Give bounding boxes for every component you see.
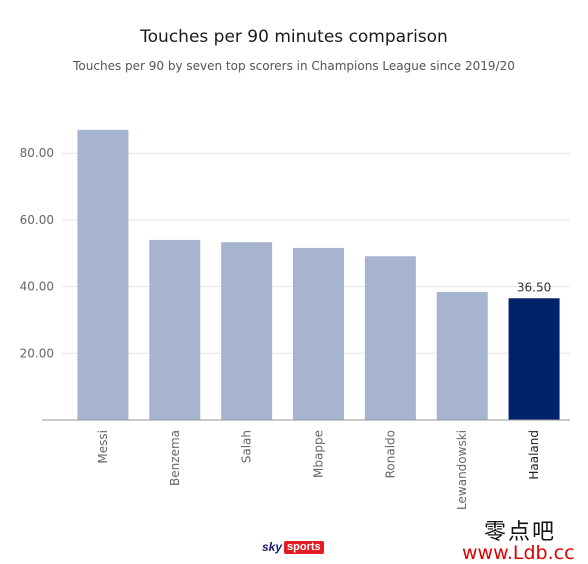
x-tick-label: Mbappe (312, 430, 326, 478)
sky-sports-logo: sky sports (262, 540, 324, 554)
x-tick-label: Haaland (527, 430, 541, 480)
x-tick-label: Messi (96, 430, 110, 464)
x-tick-label: Ronaldo (383, 430, 397, 478)
x-tick-label: Benzema (168, 430, 182, 486)
logo-sky-text: sky (262, 540, 283, 554)
chart-title: Touches per 90 minutes comparison (140, 27, 448, 47)
x-tick-label: Salah (240, 430, 254, 463)
bar-salah (221, 242, 273, 420)
bar-lewandowski (436, 291, 488, 420)
y-tick-label: 80.00 (20, 146, 54, 160)
y-tick-label: 40.00 (20, 280, 54, 294)
watermark-chinese: 零点吧 (484, 520, 557, 545)
chart-subtitle: Touches per 90 by seven top scorers in C… (73, 59, 515, 73)
y-tick-label: 20.00 (20, 346, 54, 360)
bar-ronaldo (364, 256, 416, 420)
bar-haaland (508, 298, 560, 420)
bar-benzema (149, 239, 201, 420)
y-tick-label: 60.00 (20, 213, 54, 227)
bar-mbappe (293, 247, 344, 420)
bar-messi (77, 129, 129, 421)
watermark-url: www.Ldb.cc (462, 542, 575, 564)
x-tick-label: Lewandowski (455, 430, 469, 510)
logo-sports-text: sports (284, 540, 324, 554)
data-label-highlight: 36.50 (517, 280, 551, 294)
